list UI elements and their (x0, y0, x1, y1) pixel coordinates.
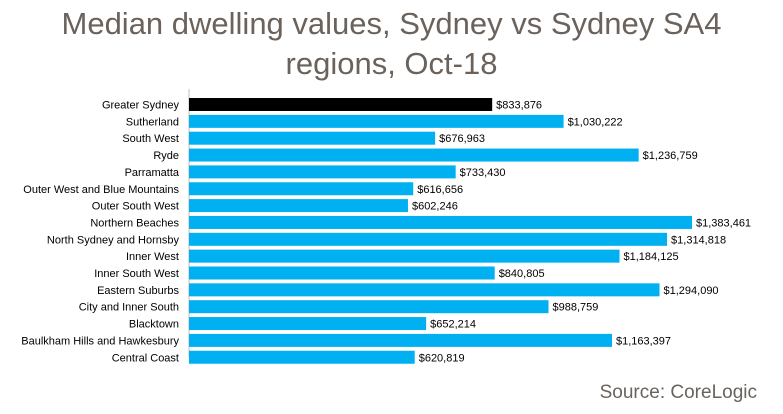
bar (189, 266, 495, 280)
bar (189, 165, 456, 179)
data-label: $833,876 (496, 100, 542, 112)
bar (189, 148, 639, 162)
bar (189, 317, 427, 331)
data-label: $840,805 (499, 268, 545, 280)
bar (189, 333, 612, 347)
category-label: City and Inner South (79, 302, 179, 314)
category-label: Eastern Suburbs (97, 285, 179, 297)
value-labels: $833,876 $1,030,222 $676,963 $1,236,759 $733… (412, 100, 751, 365)
category-label: Central Coast (112, 352, 179, 364)
data-label: $1,030,222 (568, 116, 623, 128)
category-label: Inner West (126, 251, 179, 263)
bar (189, 249, 620, 263)
category-label: Outer West and Blue Mountains (23, 184, 179, 196)
data-label: $988,759 (552, 302, 598, 314)
data-label: $1,236,759 (643, 150, 698, 162)
category-label: Ryde (153, 150, 179, 162)
bar (189, 283, 660, 297)
data-label: $733,430 (460, 167, 506, 179)
chart-title: Median dwelling values, Sydney vs Sydney… (61, 6, 722, 81)
data-label: $1,314,818 (671, 234, 726, 246)
category-label: Greater Sydney (102, 100, 180, 112)
bar (189, 131, 436, 145)
data-label: $1,294,090 (664, 285, 719, 297)
data-label: $676,963 (439, 133, 485, 145)
data-label: $1,383,461 (696, 217, 751, 229)
category-label: Inner South West (94, 268, 179, 280)
bar (189, 350, 415, 364)
bar (189, 98, 493, 111)
category-label: North Sydney and Hornsby (47, 234, 180, 246)
data-label: $616,656 (417, 184, 463, 196)
source-note: Source: CoreLogic (599, 382, 757, 403)
category-labels: Greater Sydney Sutherland South West Ryde Pa… (21, 100, 180, 365)
data-label: $1,184,125 (624, 251, 679, 263)
bar (189, 300, 549, 314)
bar (189, 182, 414, 196)
bar (189, 199, 408, 213)
bar (189, 215, 692, 229)
data-label: $652,214 (430, 319, 476, 331)
category-label: South West (122, 133, 179, 145)
category-label: Sutherland (126, 116, 179, 128)
category-label: Northern Beaches (90, 217, 179, 229)
category-label: Parramatta (125, 167, 180, 179)
category-label: Baulkham Hills and Hawkesbury (21, 335, 179, 347)
data-label: $1,163,397 (616, 335, 671, 347)
bar (189, 114, 564, 128)
category-label: Blacktown (129, 319, 179, 331)
bars (189, 98, 692, 364)
category-label: Outer South West (92, 201, 179, 213)
data-label: $602,246 (412, 201, 458, 213)
data-label: $620,819 (419, 352, 465, 364)
bar (189, 232, 668, 246)
